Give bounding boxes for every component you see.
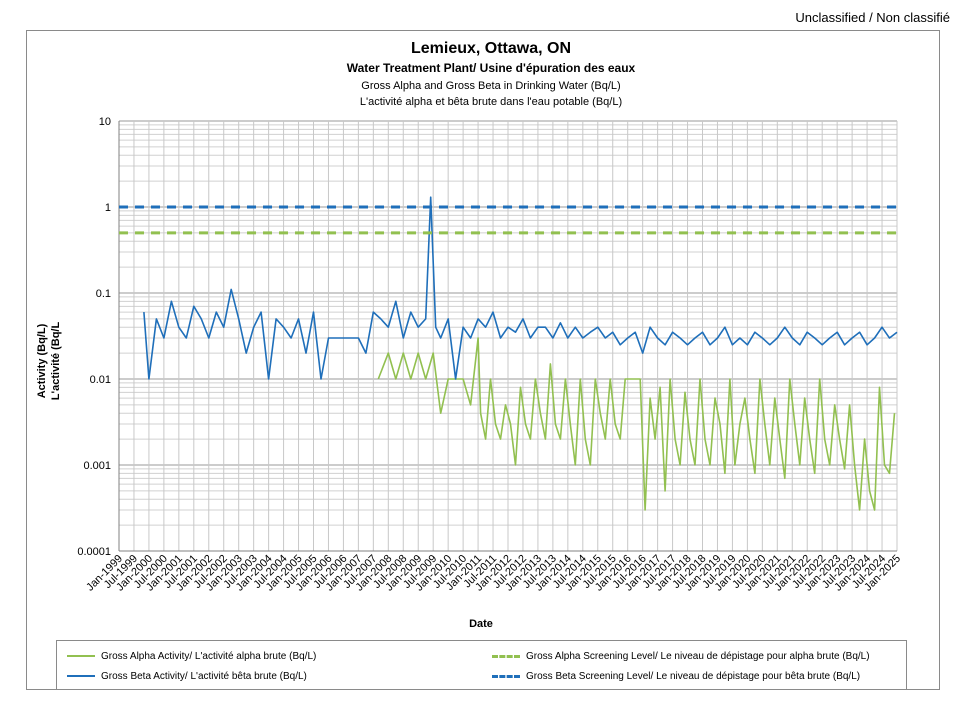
legend-item-alpha-screening: Gross Alpha Screening Level/ Le niveau d… [492, 648, 870, 664]
y-tick-label: 0.0001 [77, 546, 111, 558]
chart-subtitle-3: L'activité alpha et bêta brute dans l'ea… [360, 96, 622, 108]
y-tick-label: 1 [105, 202, 111, 214]
legend-item-gross-alpha: Gross Alpha Activity/ L'activité alpha b… [67, 648, 316, 664]
legend-label-gross-beta: Gross Beta Activity/ L'activité bêta bru… [101, 670, 307, 682]
legend-item-gross-beta: Gross Beta Activity/ L'activité bêta bru… [67, 668, 307, 684]
y-tick-label: 10 [99, 116, 111, 128]
chart-svg: Lemieux, Ottawa, ON Water Treatment Plan… [36, 40, 903, 630]
legend-swatch-gross-alpha [67, 655, 95, 657]
chart-subtitle-2: Gross Alpha and Gross Beta in Drinking W… [361, 80, 620, 92]
legend-label-gross-alpha: Gross Alpha Activity/ L'activité alpha b… [101, 650, 317, 662]
gross-alpha-line [377, 337, 896, 511]
legend-item-beta-screening: Gross Beta Screening Level/ Le niveau de… [492, 668, 860, 684]
chart-title: Lemieux, Ottawa, ON [411, 40, 571, 57]
legend-swatch-beta-screening [492, 674, 520, 678]
legend: Gross Alpha Activity/ L'activité alpha b… [56, 640, 907, 690]
gross-beta-line [143, 196, 898, 380]
chart-frame: Lemieux, Ottawa, ON Water Treatment Plan… [26, 30, 940, 690]
series-layer [119, 196, 898, 511]
y-tick-label: 0.1 [96, 288, 111, 300]
y-tick-label: 0.01 [90, 374, 111, 386]
chart-subtitle: Water Treatment Plant/ Usine d'épuration… [347, 61, 636, 75]
classification-label: Unclassified / Non classifié [795, 10, 950, 25]
legend-swatch-alpha-screening [492, 654, 520, 658]
x-tick-labels: Jan-1999Jul-1999Jan-2000Jul-2000Jan-2001… [84, 553, 903, 594]
legend-label-alpha-screening: Gross Alpha Screening Level/ Le niveau d… [526, 650, 870, 662]
legend-swatch-gross-beta [67, 675, 95, 677]
y-axis-label: Activity (Bq/L) [36, 323, 48, 398]
grid-lines [118, 120, 898, 552]
x-axis-label: Date [469, 618, 493, 630]
y-axis-label-2: L'activité (Bq/L [50, 322, 62, 401]
legend-label-beta-screening: Gross Beta Screening Level/ Le niveau de… [526, 670, 861, 682]
y-tick-labels: 10 1 0.1 0.01 0.001 0.0001 [77, 116, 111, 558]
y-tick-label: 0.001 [83, 460, 111, 472]
